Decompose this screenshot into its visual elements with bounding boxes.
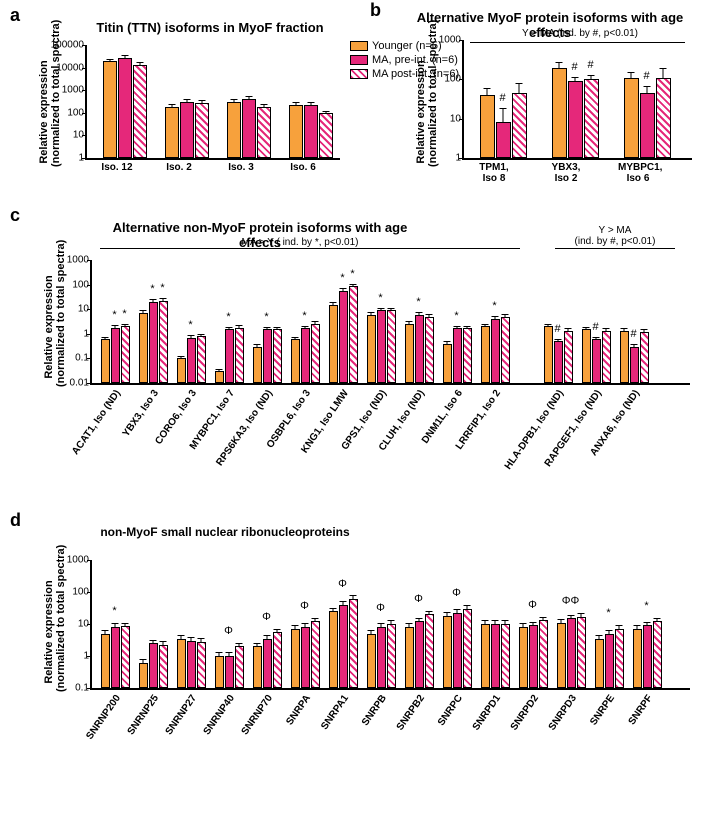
panel-c-hline-2 [555, 248, 675, 249]
panel-c-ylabel: Relative expression(normalized to total … [43, 267, 67, 387]
panel-b-label: b [370, 0, 381, 21]
panel-b-ylabel: Relative expression(normalized to total … [415, 57, 439, 167]
panel-a-title: Titin (TTN) isoforms in MyoF fraction [80, 20, 340, 35]
panel-d-title: non-MyoF small nuclear ribonucleoprotein… [75, 525, 375, 539]
figure: a Titin (TTN) isoforms in MyoF fraction … [0, 0, 722, 829]
legend: Younger (n=5) MA, pre-int. (n=6) MA post… [350, 40, 459, 82]
panel-c-note-1: MA > Y ( ind. by *, p<0.01) [200, 237, 400, 248]
panel-c-hline-1 [100, 248, 520, 249]
legend-post: MA post-int. (n=6) [350, 68, 459, 80]
panel-d-chart: 0.11101001000*SNRNP200SNRNP25SNRNP27ΦSNR… [90, 560, 690, 690]
panel-b-note: Y > MA (ind. by #, p<0.01) [500, 28, 660, 39]
panel-d-label: d [10, 510, 21, 531]
legend-pre: MA, pre-int. (n=6) [350, 54, 459, 66]
legend-swatch-pre [350, 55, 368, 65]
panel-c-label: c [10, 205, 20, 226]
panel-c-chart: 0.010.11101001000**ACAT1, Iso (ND)**YBX3… [90, 260, 690, 385]
legend-swatch-post [350, 69, 368, 79]
panel-a-label: a [10, 5, 20, 26]
panel-b-chart: 1101001000#TPM1, Iso 8##YBX3, Iso 2#MYBP… [462, 40, 692, 160]
panel-b-hline [470, 42, 685, 43]
panel-d-ylabel: Relative expression(normalized to total … [43, 572, 67, 692]
panel-a-chart: 110100100010000100000Iso. 12Iso. 2Iso. 3… [85, 45, 340, 160]
legend-swatch-younger [350, 41, 368, 51]
panel-a-ylabel: Relative expression(normalized to total … [38, 57, 62, 167]
panel-c-note-2: Y > MA(ind. by #, p<0.01) [555, 225, 675, 247]
